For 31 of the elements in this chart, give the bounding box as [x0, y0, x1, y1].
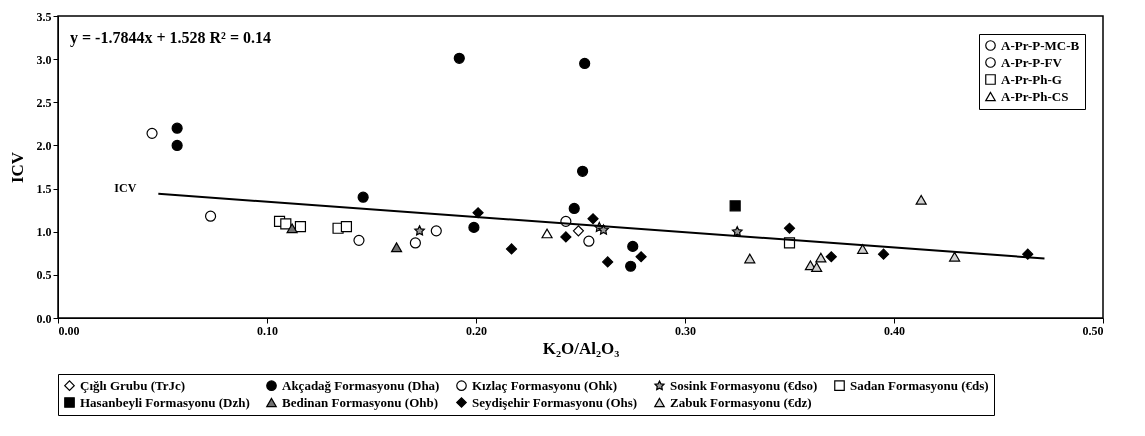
legend-label: Sosink Formasyonu (€dso)	[670, 377, 818, 393]
y-tick-label: 3.0	[36, 52, 52, 67]
legend-label: A-Pr-P-FV	[1001, 54, 1063, 70]
legend-label: Zabuk Formasyonu (€dz)	[670, 394, 812, 410]
annotation: y = -1.7844x + 1.528 R² = 0.14	[70, 29, 272, 47]
legend-label: A-Pr-P-MC-B	[1001, 37, 1080, 53]
y-axis-title: ICV	[7, 151, 27, 184]
x-tick-label: 0.20	[466, 323, 487, 338]
legend-label: Akçadağ Formasyonu (Dha)	[282, 377, 440, 393]
legend-label: A-Pr-Ph-G	[1001, 71, 1062, 87]
legend-label: Sadan Formasyonu (€ds)	[850, 377, 989, 393]
legend-label: Kızlaç Formasyonu (Ohk)	[472, 377, 618, 393]
x-tick-label: 0.10	[257, 323, 278, 338]
y-tick-label: 0.5	[36, 268, 52, 283]
y-tick-label: 1.5	[36, 182, 52, 197]
legend-label: Hasanbeyli Formasyonu (Dzh)	[80, 394, 250, 410]
legend-label: Çığlı Grubu (TrJc)	[80, 377, 186, 393]
series-label: ICV	[114, 180, 137, 195]
y-tick-label: 0.0	[36, 311, 52, 326]
x-tick-label: 0.00	[58, 323, 80, 338]
x-tick-label: 0.40	[884, 323, 905, 338]
legend-label: Bedinan Formasyonu (Ohb)	[282, 394, 439, 410]
x-tick-label: 0.30	[675, 323, 696, 338]
y-tick-label: 1.0	[36, 225, 52, 240]
y-tick-label: 3.5	[36, 9, 52, 24]
legend-label: A-Pr-Ph-CS	[1001, 88, 1069, 104]
x-axis-title: K₂O/Al₂O₃	[542, 338, 620, 358]
y-tick-label: 2.0	[36, 138, 52, 153]
legend-label: Seydişehir Formasyonu (Ohs)	[472, 394, 638, 410]
y-tick-label: 2.5	[36, 95, 52, 110]
x-tick-label: 0.50	[1082, 323, 1104, 338]
